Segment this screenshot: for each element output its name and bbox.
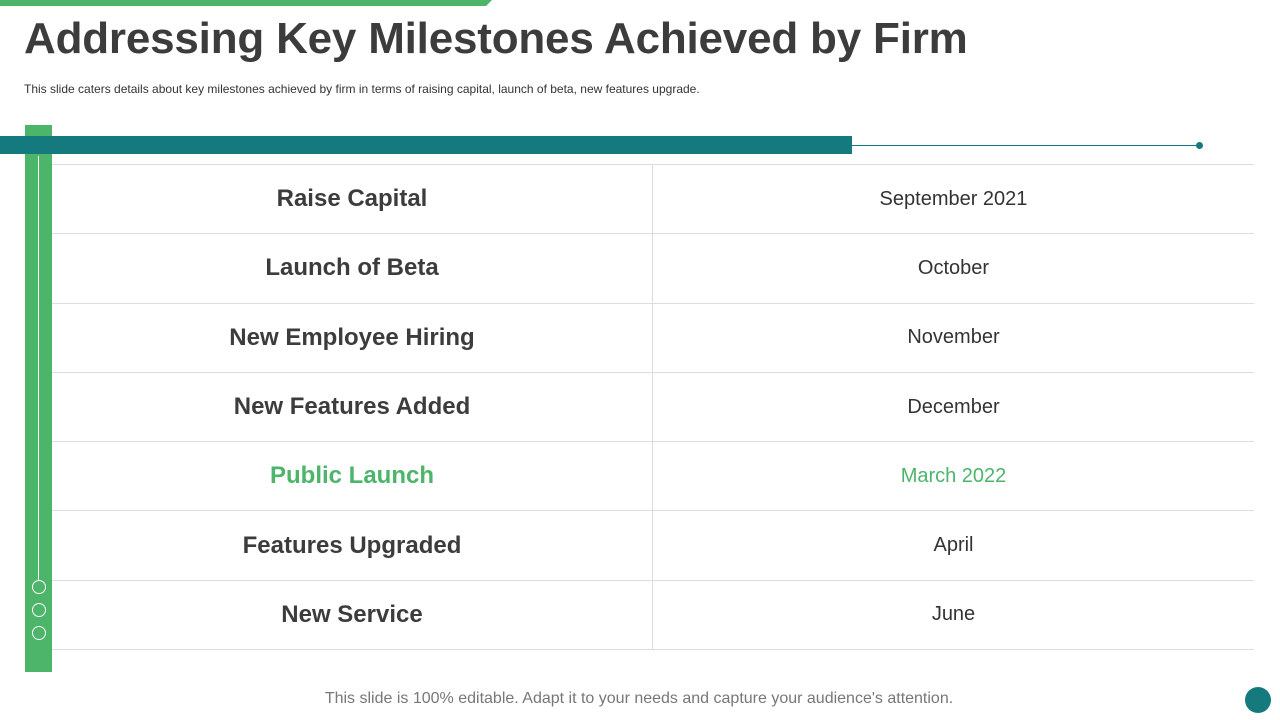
milestone-date: December bbox=[907, 395, 1000, 418]
header-band-line bbox=[852, 145, 1198, 146]
table-row: Features Upgraded April bbox=[52, 511, 1254, 581]
milestone-name: Launch of Beta bbox=[52, 234, 653, 303]
milestone-name: Public Launch bbox=[52, 442, 653, 511]
table-row: Launch of Beta October bbox=[52, 234, 1254, 304]
table-row: New Features Added December bbox=[52, 372, 1254, 443]
header-band bbox=[0, 136, 852, 154]
page-title: Addressing Key Milestones Achieved by Fi… bbox=[24, 14, 968, 63]
milestone-date: September 2021 bbox=[879, 187, 1028, 210]
table-row: New Service June bbox=[52, 580, 1254, 651]
footer-note: This slide is 100% editable. Adapt it to… bbox=[324, 690, 954, 707]
milestone-name: Raise Capital bbox=[52, 165, 653, 234]
header-band-end-dot bbox=[1196, 142, 1203, 149]
milestone-date: June bbox=[931, 603, 976, 626]
milestone-name: New Features Added bbox=[52, 372, 653, 442]
table-row: New Employee Hiring November bbox=[52, 303, 1254, 373]
milestone-table: Raise Capital September 2021 Launch of B… bbox=[52, 164, 1254, 651]
milestone-name: New Employee Hiring bbox=[52, 303, 653, 372]
milestone-date: April bbox=[933, 534, 974, 557]
timeline-dot bbox=[32, 603, 46, 617]
top-accent-bar bbox=[0, 0, 492, 6]
milestone-name: Features Upgraded bbox=[52, 511, 653, 580]
corner-dot bbox=[1245, 687, 1271, 713]
timeline-dot bbox=[32, 626, 46, 640]
timeline-line bbox=[38, 156, 39, 580]
table-row: Raise Capital September 2021 bbox=[52, 165, 1254, 235]
page-subtitle: This slide caters details about key mile… bbox=[24, 82, 700, 96]
timeline-dot bbox=[32, 580, 46, 594]
milestone-name: New Service bbox=[52, 580, 653, 650]
milestone-date: November bbox=[907, 326, 1000, 349]
milestone-date: October bbox=[917, 256, 990, 279]
milestone-date: March 2022 bbox=[900, 464, 1007, 487]
table-row: Public Launch March 2022 bbox=[52, 442, 1254, 512]
